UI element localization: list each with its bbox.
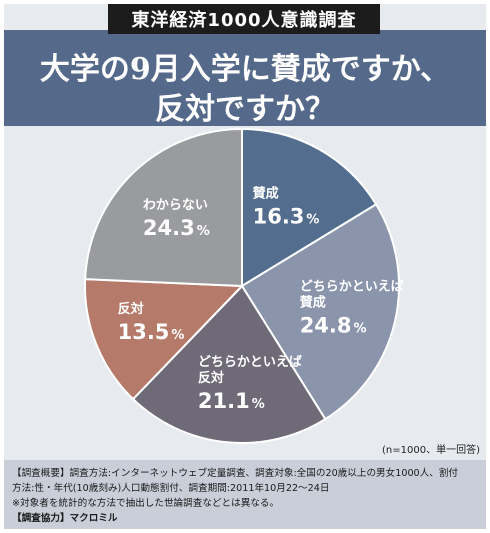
slice-value-label: 13.5% [118,320,185,344]
chart-title-line2: 反対ですか？ [155,92,335,127]
pie-slice [84,127,243,288]
slice-value-label: 24.8% [300,314,367,338]
footer-line-4: 【調査協力】マクロミル [12,513,118,524]
slice-value-label: 16.3% [253,205,320,229]
slice-label: 賛成 [253,186,279,202]
sample-note: (n=1000、単一回答) [382,445,480,456]
slice-label: 反対 [118,301,144,317]
survey-footer: 【調査概要】調査方法:インターネットウェブ定量調査、調査対象:全国の20歳以上の… [4,460,486,529]
pie-slice [241,127,378,288]
slice-label: わからない [143,198,208,213]
footer-line-1: 【調査概要】調査方法:インターネットウェブ定量調査、調査対象:全国の20歳以上の… [12,468,459,479]
survey-label: 東洋経済1000人意識調査 [108,4,380,34]
slice-value-label: 21.1% [198,389,265,413]
slice-label: どちらかといえば [300,280,404,295]
chart-title-line1: 大学の9月入学に賛成ですか、 [39,52,451,87]
slice-value-label: 24.3% [143,216,210,240]
slice-label: どちらかといえば [198,355,302,370]
slice-label: 賛成 [300,295,326,311]
pie-slice [131,284,327,444]
title-band: 大学の9月入学に賛成ですか、 反対ですか？ [4,30,486,127]
footer-line-2: 方法:性・年代(10歳刻み)人口動態割付、調査期間:2011年10月22〜24日 [12,483,330,494]
slice-label: 反対 [198,370,224,386]
footer-line-3: ※対象者を統計的な方法で抽出した世論調査などとは異なる。 [12,498,280,509]
pie-slice [240,203,400,421]
pie-slice [84,278,245,401]
